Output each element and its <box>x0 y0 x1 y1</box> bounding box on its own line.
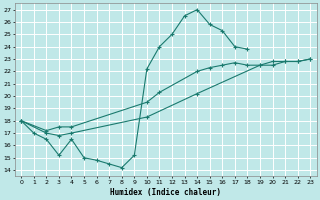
X-axis label: Humidex (Indice chaleur): Humidex (Indice chaleur) <box>110 188 221 197</box>
